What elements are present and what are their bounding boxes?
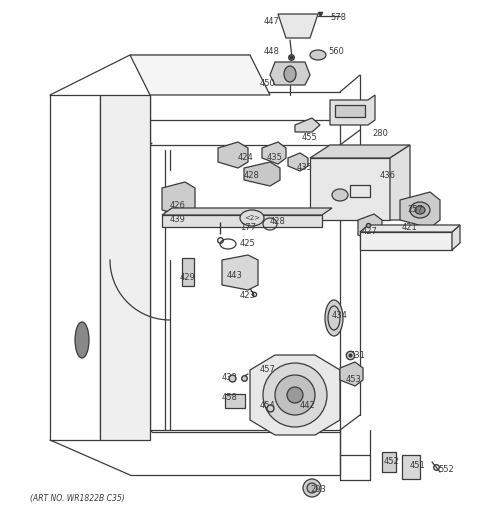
Polygon shape [244, 162, 280, 186]
Text: 431: 431 [350, 352, 366, 360]
Bar [382, 452, 396, 472]
Polygon shape [360, 232, 452, 250]
Ellipse shape [307, 483, 317, 493]
Ellipse shape [410, 202, 430, 218]
Text: 442: 442 [300, 401, 316, 411]
Polygon shape [400, 192, 440, 228]
Text: (ART NO. WR1822B C35): (ART NO. WR1822B C35) [30, 494, 125, 502]
Text: 435: 435 [297, 163, 313, 173]
Text: 425: 425 [240, 240, 256, 248]
Bar [350, 185, 370, 197]
Text: 423: 423 [240, 291, 256, 301]
Text: 454: 454 [260, 401, 276, 411]
Polygon shape [270, 62, 310, 85]
Text: 453: 453 [346, 375, 362, 385]
Text: 447: 447 [264, 17, 280, 27]
Text: 421: 421 [402, 224, 418, 232]
Text: 435: 435 [267, 154, 283, 162]
Ellipse shape [287, 387, 303, 403]
Polygon shape [310, 145, 410, 158]
Polygon shape [222, 255, 258, 290]
Text: 257: 257 [407, 205, 423, 215]
Bar [225, 394, 245, 408]
Text: 293: 293 [310, 485, 326, 495]
Text: 439: 439 [170, 216, 186, 224]
Polygon shape [100, 95, 150, 440]
Text: 424: 424 [238, 154, 254, 162]
Text: 452: 452 [384, 458, 400, 466]
Polygon shape [130, 55, 270, 95]
Ellipse shape [263, 363, 327, 427]
Text: 432: 432 [222, 373, 238, 382]
Text: 457: 457 [260, 366, 276, 374]
Text: 578: 578 [330, 13, 346, 23]
Polygon shape [295, 118, 320, 132]
Text: 426: 426 [170, 201, 186, 209]
Text: 451: 451 [410, 461, 426, 471]
Text: 429: 429 [180, 273, 196, 283]
Polygon shape [452, 225, 460, 250]
Ellipse shape [240, 210, 264, 226]
Bar [402, 455, 420, 479]
Text: 448: 448 [264, 48, 280, 56]
Text: 455: 455 [302, 134, 318, 142]
Polygon shape [358, 214, 382, 241]
Text: 552: 552 [438, 465, 454, 475]
Bar [335, 105, 365, 117]
Text: 177: 177 [240, 224, 256, 232]
Ellipse shape [310, 50, 326, 60]
Ellipse shape [325, 300, 343, 336]
Text: 428: 428 [270, 218, 286, 226]
Text: 450: 450 [260, 79, 276, 89]
Bar [182, 258, 194, 286]
Polygon shape [330, 95, 375, 125]
Ellipse shape [284, 66, 296, 82]
Polygon shape [310, 158, 390, 220]
Ellipse shape [415, 206, 425, 214]
Polygon shape [262, 142, 286, 164]
Ellipse shape [275, 375, 315, 415]
Polygon shape [250, 355, 340, 435]
Text: 560: 560 [328, 48, 344, 56]
Ellipse shape [303, 479, 321, 497]
Text: 436: 436 [380, 170, 396, 180]
Polygon shape [162, 215, 322, 227]
Text: 280: 280 [372, 130, 388, 139]
Ellipse shape [332, 189, 348, 201]
Ellipse shape [75, 322, 89, 358]
Polygon shape [390, 145, 410, 220]
Polygon shape [162, 182, 195, 216]
Text: <2>: <2> [244, 215, 260, 221]
Text: 434: 434 [332, 311, 348, 321]
Polygon shape [218, 142, 248, 168]
Polygon shape [340, 362, 363, 386]
Text: 427: 427 [362, 227, 378, 237]
Polygon shape [162, 208, 332, 215]
Polygon shape [360, 225, 460, 232]
Polygon shape [288, 153, 308, 171]
Text: 443: 443 [227, 270, 243, 280]
Polygon shape [278, 14, 318, 38]
Text: 458: 458 [222, 394, 238, 402]
Text: 428: 428 [244, 172, 260, 181]
